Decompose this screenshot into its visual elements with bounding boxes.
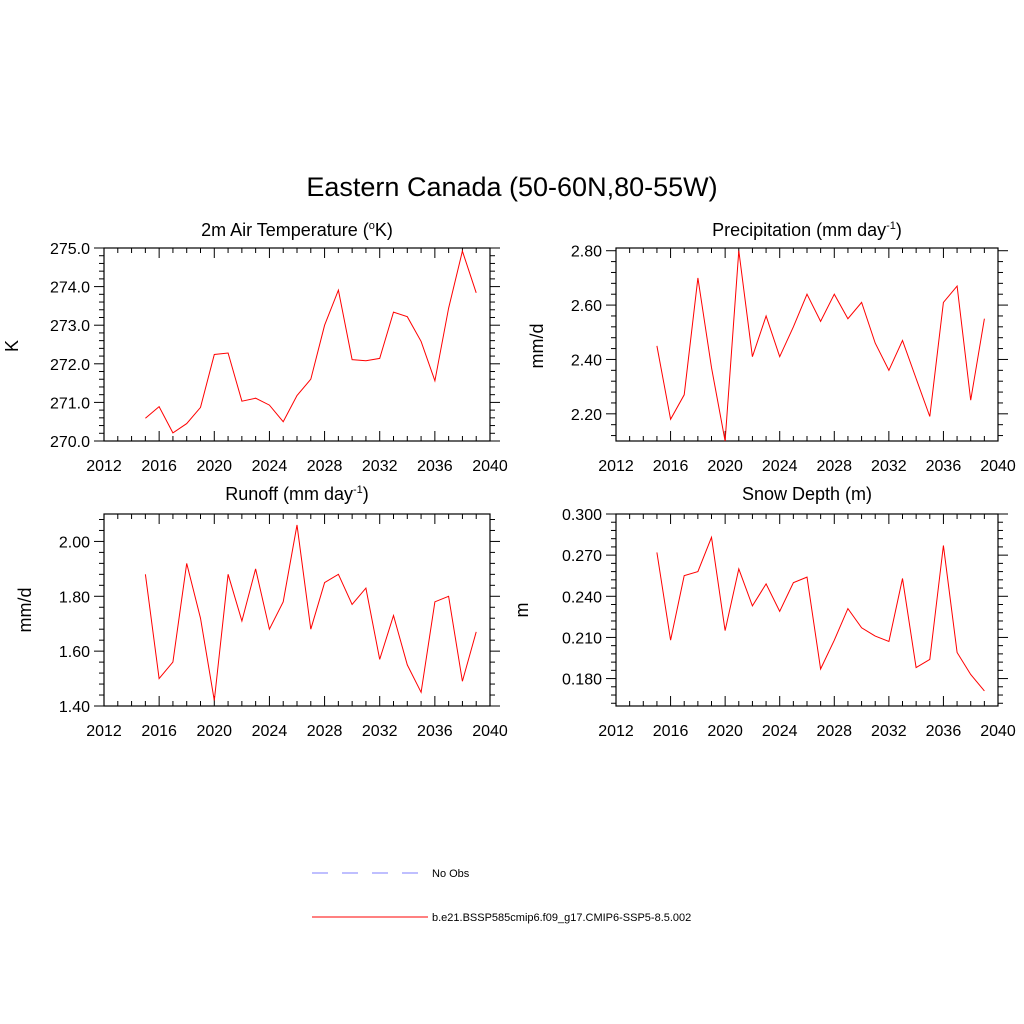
y-tick-label: 0.240 [562, 589, 602, 606]
y-tick-label: 275.0 [50, 241, 90, 258]
series-layer [656, 250, 985, 442]
y-axis-label: mm/d [15, 588, 35, 633]
x-tick-label: 2012 [86, 723, 122, 740]
x-tick-label: 2040 [472, 723, 508, 740]
panel-title: Precipitation (mm day-1) [712, 220, 902, 240]
x-tick-label: 2028 [816, 723, 852, 740]
series-line [144, 524, 477, 701]
x-tick-label: 2036 [417, 458, 453, 475]
x-tick-label: 2012 [598, 458, 634, 475]
series-line [656, 250, 985, 442]
x-tick-label: 2024 [762, 723, 798, 740]
x-tick-label: 2016 [653, 723, 689, 740]
y-tick-label: 274.0 [50, 280, 90, 297]
x-tick-label: 2012 [86, 458, 122, 475]
y-tick-label: 1.40 [59, 699, 90, 716]
x-tick-label: 2032 [871, 723, 907, 740]
panel-title-tail: ) [363, 484, 369, 504]
plot-frame [103, 513, 491, 707]
y-tick-label: 1.60 [59, 644, 90, 661]
x-tick-label: 2024 [252, 458, 288, 475]
plot-frame [615, 513, 999, 707]
x-tick-label: 2032 [871, 458, 907, 475]
x-tick-label: 2020 [196, 723, 232, 740]
x-tick-label: 2020 [707, 458, 743, 475]
axes: 2012 2016 2020 2024 2028 2032 2036 2040 0.180 0.2… [562, 507, 1016, 740]
y-tick-label: 1.80 [59, 589, 90, 606]
y-tick-label: 2.40 [571, 352, 602, 369]
panel-title: Runoff (mm day-1) [225, 484, 369, 504]
x-tick-label: 2028 [307, 458, 343, 475]
y-tick-label: 273.0 [50, 318, 90, 335]
y-tick-label: 2.20 [571, 407, 602, 424]
panel-air-temperature: 2m Air Temperature (oK) 2012 2016 2020 2024… [2, 220, 508, 475]
x-tick-label: 2032 [362, 723, 398, 740]
y-tick-label: 272.0 [50, 357, 90, 374]
series-line [656, 535, 985, 692]
plot-frame [615, 247, 999, 442]
x-tick-label: 2012 [598, 723, 634, 740]
x-tick-label: 2040 [980, 458, 1016, 475]
series-layer [656, 535, 985, 692]
y-tick-label: 271.0 [50, 395, 90, 412]
x-tick-label: 2028 [816, 458, 852, 475]
axes: 2012 2016 2020 2024 2028 2032 2036 2040 1.40 1.60… [59, 513, 508, 740]
x-tick-label: 2040 [472, 458, 508, 475]
panel-title-main: 2m Air Temperature ( [201, 220, 369, 240]
panel-runoff: Runoff (mm day-1) 2012 2016 2020 2024 2028 20… [15, 484, 508, 740]
y-tick-label: 0.210 [562, 630, 602, 647]
y-tick-label: 270.0 [50, 434, 90, 451]
panel-title: Snow Depth (m) [742, 484, 872, 504]
series-layer [144, 524, 477, 701]
panel-title-sup: o [369, 220, 375, 232]
panel-title: 2m Air Temperature (oK) [201, 220, 393, 240]
x-tick-label: 2016 [141, 723, 177, 740]
panel-precipitation: Precipitation (mm day-1) 2012 2016 2020 202… [527, 220, 1016, 475]
legend: No Obs b.e21.BSSP585cmip6.f09_g17.CMIP6-… [312, 868, 691, 924]
legend-obs-label: No Obs [432, 868, 470, 880]
panel-snow-depth: Snow Depth (m) 2012 2016 2020 2024 2028 2032 2… [512, 484, 1016, 740]
axes: 2012 2016 2020 2024 2028 2032 2036 2040 2.20 2.40… [571, 244, 1016, 475]
y-tick-label: 2.00 [59, 534, 90, 551]
panel-title-tail: K) [375, 220, 393, 240]
axes: 2012 2016 2020 2024 2028 2032 2036 2040 270.0 271… [50, 241, 508, 475]
x-tick-label: 2036 [417, 723, 453, 740]
x-tick-label: 2040 [980, 723, 1016, 740]
x-tick-label: 2024 [252, 723, 288, 740]
x-tick-label: 2016 [653, 458, 689, 475]
panel-title-sup: -1 [353, 484, 363, 496]
series-line [145, 249, 477, 434]
x-tick-label: 2036 [926, 458, 962, 475]
y-axis-label: m [512, 603, 532, 618]
y-tick-label: 0.300 [562, 507, 602, 524]
panel-title-tail: ) [896, 220, 902, 240]
x-tick-label: 2036 [926, 723, 962, 740]
y-tick-label: 2.80 [571, 244, 602, 261]
panel-title-main: Runoff (mm day [225, 484, 353, 504]
x-tick-label: 2016 [141, 458, 177, 475]
y-axis-label: mm/d [527, 324, 547, 369]
legend-model-label: b.e21.BSSP585cmip6.f09_g17.CMIP6-SSP5-8.… [432, 912, 691, 924]
x-tick-label: 2020 [196, 458, 232, 475]
x-tick-label: 2028 [307, 723, 343, 740]
x-tick-label: 2024 [762, 458, 798, 475]
panel-title-main: Snow Depth (m) [742, 484, 872, 504]
panel-title-sup: -1 [886, 220, 896, 232]
y-tick-label: 2.60 [571, 298, 602, 315]
series-layer [145, 249, 477, 434]
y-tick-label: 0.180 [562, 672, 602, 689]
x-tick-label: 2032 [362, 458, 398, 475]
figure-title: Eastern Canada (50-60N,80-55W) [306, 172, 717, 202]
x-tick-label: 2020 [707, 723, 743, 740]
y-axis-label: K [2, 340, 22, 352]
y-tick-label: 0.270 [562, 548, 602, 565]
panel-title-main: Precipitation (mm day [712, 220, 886, 240]
